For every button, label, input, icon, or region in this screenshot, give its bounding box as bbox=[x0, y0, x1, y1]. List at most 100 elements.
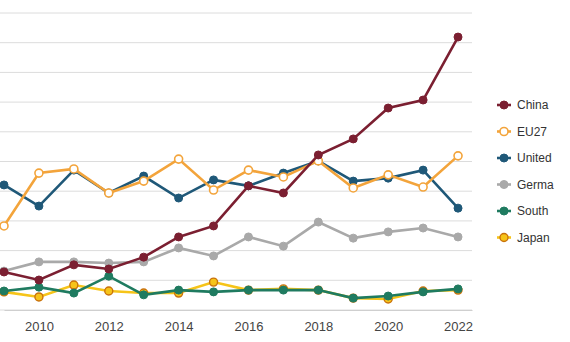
point bbox=[419, 183, 427, 191]
legend-marker bbox=[500, 181, 508, 189]
legend-item: Japan bbox=[497, 231, 550, 245]
point bbox=[419, 288, 427, 296]
x-tick-label: 2012 bbox=[95, 319, 124, 334]
point bbox=[419, 224, 427, 232]
x-tick: 2014 bbox=[165, 310, 194, 334]
point bbox=[384, 104, 392, 112]
x-axis: 2010 2012 2014 2016 2018 2020 2022 bbox=[5, 310, 473, 334]
point bbox=[419, 166, 427, 174]
grid-line bbox=[0, 13, 472, 14]
point bbox=[349, 294, 357, 302]
legend-label: Japan bbox=[517, 231, 550, 245]
point bbox=[35, 169, 43, 177]
point bbox=[0, 287, 8, 295]
grid bbox=[0, 13, 472, 310]
point bbox=[454, 285, 462, 293]
series-line bbox=[4, 222, 458, 271]
x-tick: 2010 bbox=[25, 310, 54, 334]
point bbox=[105, 189, 113, 197]
grid-line bbox=[0, 102, 472, 103]
point bbox=[70, 165, 78, 173]
legend-label: United bbox=[517, 151, 552, 165]
legend-marker bbox=[500, 207, 508, 215]
point bbox=[279, 189, 287, 197]
legend-item: United bbox=[497, 151, 552, 165]
x-tick: 2020 bbox=[374, 310, 403, 334]
point bbox=[105, 265, 113, 273]
point bbox=[384, 171, 392, 179]
grid-line bbox=[0, 131, 472, 132]
legend-marker bbox=[500, 234, 508, 242]
grid-line bbox=[0, 72, 472, 73]
grid-line bbox=[0, 250, 472, 251]
point bbox=[0, 222, 8, 230]
point bbox=[244, 182, 252, 190]
point bbox=[314, 218, 322, 226]
x-tick-label: 2014 bbox=[165, 319, 194, 334]
point bbox=[210, 288, 218, 296]
x-axis-line bbox=[5, 310, 473, 311]
point bbox=[244, 182, 252, 190]
point bbox=[175, 286, 183, 294]
series-line bbox=[4, 156, 458, 226]
legend-item: South bbox=[497, 204, 548, 218]
x-tick: 2018 bbox=[304, 310, 333, 334]
point bbox=[35, 276, 43, 284]
point bbox=[175, 244, 183, 252]
point bbox=[35, 258, 43, 266]
legend-label: Germa bbox=[517, 178, 554, 192]
chart: 2010 2012 2014 2016 2018 2020 2022 China EU27 Uni… bbox=[0, 0, 570, 342]
grid-line bbox=[0, 161, 472, 162]
point bbox=[140, 291, 148, 299]
x-tick-label: 2016 bbox=[235, 319, 264, 334]
point bbox=[454, 204, 462, 212]
point bbox=[454, 233, 462, 241]
point bbox=[210, 222, 218, 230]
point bbox=[349, 184, 357, 192]
point bbox=[279, 242, 287, 250]
point bbox=[105, 287, 113, 295]
point bbox=[0, 268, 8, 276]
point bbox=[244, 233, 252, 241]
point bbox=[244, 166, 252, 174]
legend-label: EU27 bbox=[517, 125, 547, 139]
grid-line bbox=[0, 220, 472, 221]
point bbox=[279, 173, 287, 181]
series-line bbox=[4, 37, 458, 280]
point bbox=[140, 177, 148, 185]
point bbox=[35, 293, 43, 301]
legend-marker bbox=[500, 154, 508, 162]
point bbox=[244, 286, 252, 294]
grid-line bbox=[0, 42, 472, 43]
x-tick: 2012 bbox=[95, 310, 124, 334]
point bbox=[454, 33, 462, 41]
legend: China EU27 United Germa South Japan bbox=[497, 98, 554, 245]
point bbox=[140, 253, 148, 261]
point bbox=[384, 292, 392, 300]
y-axis bbox=[0, 14, 1, 311]
point bbox=[314, 151, 322, 159]
point bbox=[454, 152, 462, 160]
x-tick-label: 2020 bbox=[374, 319, 403, 334]
point bbox=[419, 287, 427, 295]
point bbox=[0, 267, 8, 275]
point bbox=[419, 96, 427, 104]
x-tick: 2016 bbox=[235, 310, 264, 334]
point bbox=[0, 288, 8, 296]
point bbox=[210, 176, 218, 184]
legend-item: China bbox=[497, 98, 549, 112]
grid-line bbox=[0, 191, 472, 192]
plot-area bbox=[0, 33, 462, 303]
legend-item: EU27 bbox=[497, 125, 547, 139]
point bbox=[349, 234, 357, 242]
x-tick-label: 2022 bbox=[444, 319, 473, 334]
point bbox=[70, 261, 78, 269]
point bbox=[175, 155, 183, 163]
legend-marker bbox=[500, 101, 508, 109]
point bbox=[314, 286, 322, 294]
legend-marker bbox=[500, 128, 508, 136]
point bbox=[105, 189, 113, 197]
point bbox=[314, 286, 322, 294]
x-tick-label: 2018 bbox=[304, 319, 333, 334]
point bbox=[70, 281, 78, 289]
